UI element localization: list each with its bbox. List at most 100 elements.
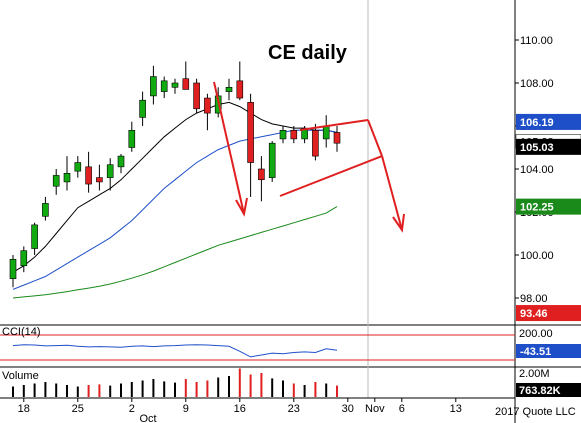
y-tick-label: 100.00 (520, 250, 554, 262)
month-label: Oct (139, 413, 156, 423)
cci-tag-bg (516, 344, 581, 358)
price-tag: 93.46 (520, 308, 548, 320)
y-tick-label: 98.00 (520, 293, 548, 305)
candle-body (106, 164, 114, 178)
candle-body (204, 97, 211, 114)
volume-bar (109, 385, 112, 397)
y-tick-label: 108.00 (520, 78, 554, 90)
x-tick-label: 6 (399, 403, 405, 415)
volume-bar (271, 378, 274, 397)
volume-bar (44, 382, 47, 397)
volume-bar (336, 385, 338, 397)
volume-axis-label: 2.00M (519, 368, 550, 380)
volume-bar (87, 385, 90, 397)
x-tick-label: 25 (72, 403, 84, 415)
cci-line (12, 344, 338, 358)
volume-bar (141, 380, 144, 397)
cci-label: CCI(14) (2, 326, 41, 338)
y-tick-label: 104.00 (520, 164, 554, 176)
annotations (213, 81, 405, 233)
candle-body (63, 173, 71, 183)
candle-body (268, 142, 276, 178)
candle-body (258, 168, 265, 181)
candle-body (9, 258, 17, 279)
volume-bar (206, 380, 209, 397)
y-tick-label: 110.00 (520, 35, 553, 47)
x-tick-label: Nov (365, 403, 385, 415)
candle-body (333, 132, 341, 144)
moving-average-line (12, 206, 338, 299)
x-tick-label: 13 (450, 403, 462, 415)
candle-body (160, 80, 168, 92)
candle-body (20, 250, 28, 267)
candle-body (247, 102, 254, 163)
flag-pattern (279, 119, 383, 197)
candle-body (128, 130, 136, 148)
candle-body (52, 175, 60, 187)
volume-bar (260, 373, 263, 397)
candle-body (31, 224, 38, 249)
volume-bar (120, 383, 122, 397)
volume-bar (228, 376, 230, 397)
price-tag-bg (516, 113, 581, 130)
candle-body (150, 76, 157, 97)
cci-axis-label: 200.00 (519, 328, 553, 340)
candle-body (279, 130, 287, 140)
candle-body (182, 78, 190, 90)
x-tick-label: 23 (288, 403, 300, 415)
candle-body (42, 203, 49, 217)
volume-bar (174, 382, 176, 397)
volume-label: Volume (2, 370, 39, 382)
candle-body (236, 80, 244, 99)
cci-panel: CCI(14) 200.00 -43.51 (0, 326, 581, 361)
candle-body (225, 87, 233, 92)
candle-body (193, 82, 200, 110)
volume-bar (184, 379, 187, 397)
price-tag: 106.19 (520, 117, 554, 129)
volume-bar (282, 380, 284, 397)
volume-bar (76, 386, 79, 397)
volume-bar (303, 385, 306, 397)
volume-bar (98, 384, 101, 397)
volume-panel: Volume 2.00M 763.82K (2, 368, 581, 397)
candle-body (322, 125, 330, 140)
volume-bar (195, 382, 198, 397)
volume-bar (33, 383, 36, 397)
candle-body (96, 177, 103, 183)
cci-tag: -43.51 (520, 346, 551, 358)
chart-title: CE daily (268, 42, 348, 64)
x-tick-label: 9 (183, 403, 189, 415)
x-tick-label: 30 (342, 403, 354, 415)
candle-body (74, 162, 82, 172)
volume-bar (325, 383, 328, 397)
x-tick-label: 18 (18, 403, 30, 415)
volume-bar (314, 382, 317, 397)
volume-bar (217, 377, 220, 397)
volume-bar (66, 385, 68, 397)
volume-bar (12, 386, 14, 397)
volume-tag: 763.82K (519, 385, 561, 397)
copyright-label: 2017 Quote LLC (495, 406, 576, 418)
candle-body (117, 155, 125, 168)
volume-bar (238, 368, 241, 397)
candle-body (171, 82, 179, 88)
candle-body (290, 130, 298, 140)
volume-tag-bg (516, 383, 581, 397)
price-tag: 102.25 (520, 202, 554, 214)
price-tag-bg (516, 138, 581, 155)
candle-body (301, 127, 308, 140)
candle-body (312, 130, 319, 157)
candle-body (139, 99, 146, 118)
candle-body (85, 166, 92, 185)
volume-bar (152, 379, 155, 397)
price-tag-bg (516, 305, 581, 322)
volume-bar (163, 381, 166, 397)
volume-bar (22, 385, 25, 397)
volume-bar (292, 383, 295, 397)
price-tag-bg (516, 198, 581, 215)
arrow-down-left (213, 81, 248, 217)
volume-bar (130, 382, 133, 397)
x-tick-label: 16 (234, 403, 246, 415)
price-tag: 105.03 (520, 142, 554, 154)
